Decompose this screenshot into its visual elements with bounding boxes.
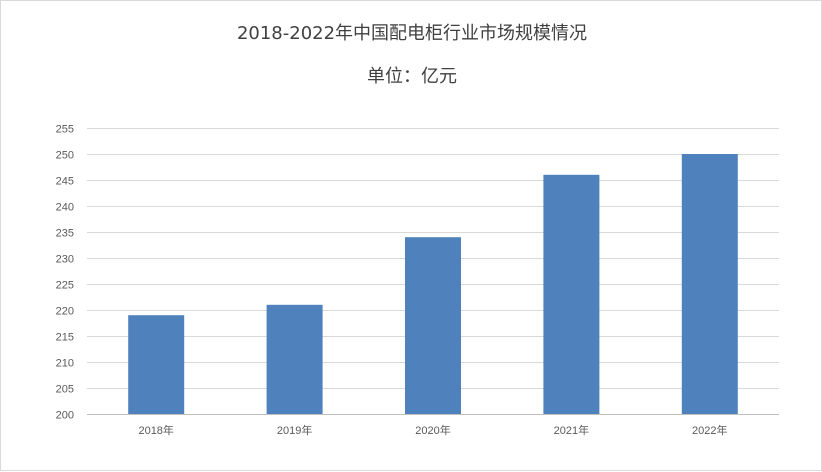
bar [128,315,185,414]
y-tick-label: 210 [56,358,74,370]
chart-subtitle: 单位：亿元 [367,66,457,87]
y-tick-label: 235 [56,228,74,240]
bars [128,154,738,414]
y-tick-label: 205 [56,384,74,396]
bar [681,154,738,414]
bar [543,174,600,414]
y-tick-label: 230 [56,254,74,266]
x-tick-label: 2018年 [138,423,173,437]
y-tick-label: 225 [56,280,74,292]
y-tick-label: 255 [56,124,74,136]
y-tick-label: 250 [56,150,74,162]
x-tick-label: 2021年 [554,423,589,437]
x-tick-label: 2019年 [277,423,312,437]
chart-title: 2018-2022年中国配电柜行业市场规模情况 [237,23,587,44]
bar [266,304,323,414]
x-axis-tick-labels: 2018年 2019年 2020年 2021年 2022年 [138,423,727,437]
y-tick-label: 245 [56,176,74,188]
bar [405,237,461,414]
x-tick-label: 2022年 [692,423,727,437]
y-tick-label: 200 [56,410,74,422]
y-tick-label: 220 [56,306,74,318]
y-axis-tick-labels: 200 205 210 215 220 225 230 235 240 245 250 255 [56,124,74,422]
y-tick-label: 240 [56,202,74,214]
y-tick-label: 215 [56,332,74,344]
x-tick-label: 2020年 [415,423,450,437]
